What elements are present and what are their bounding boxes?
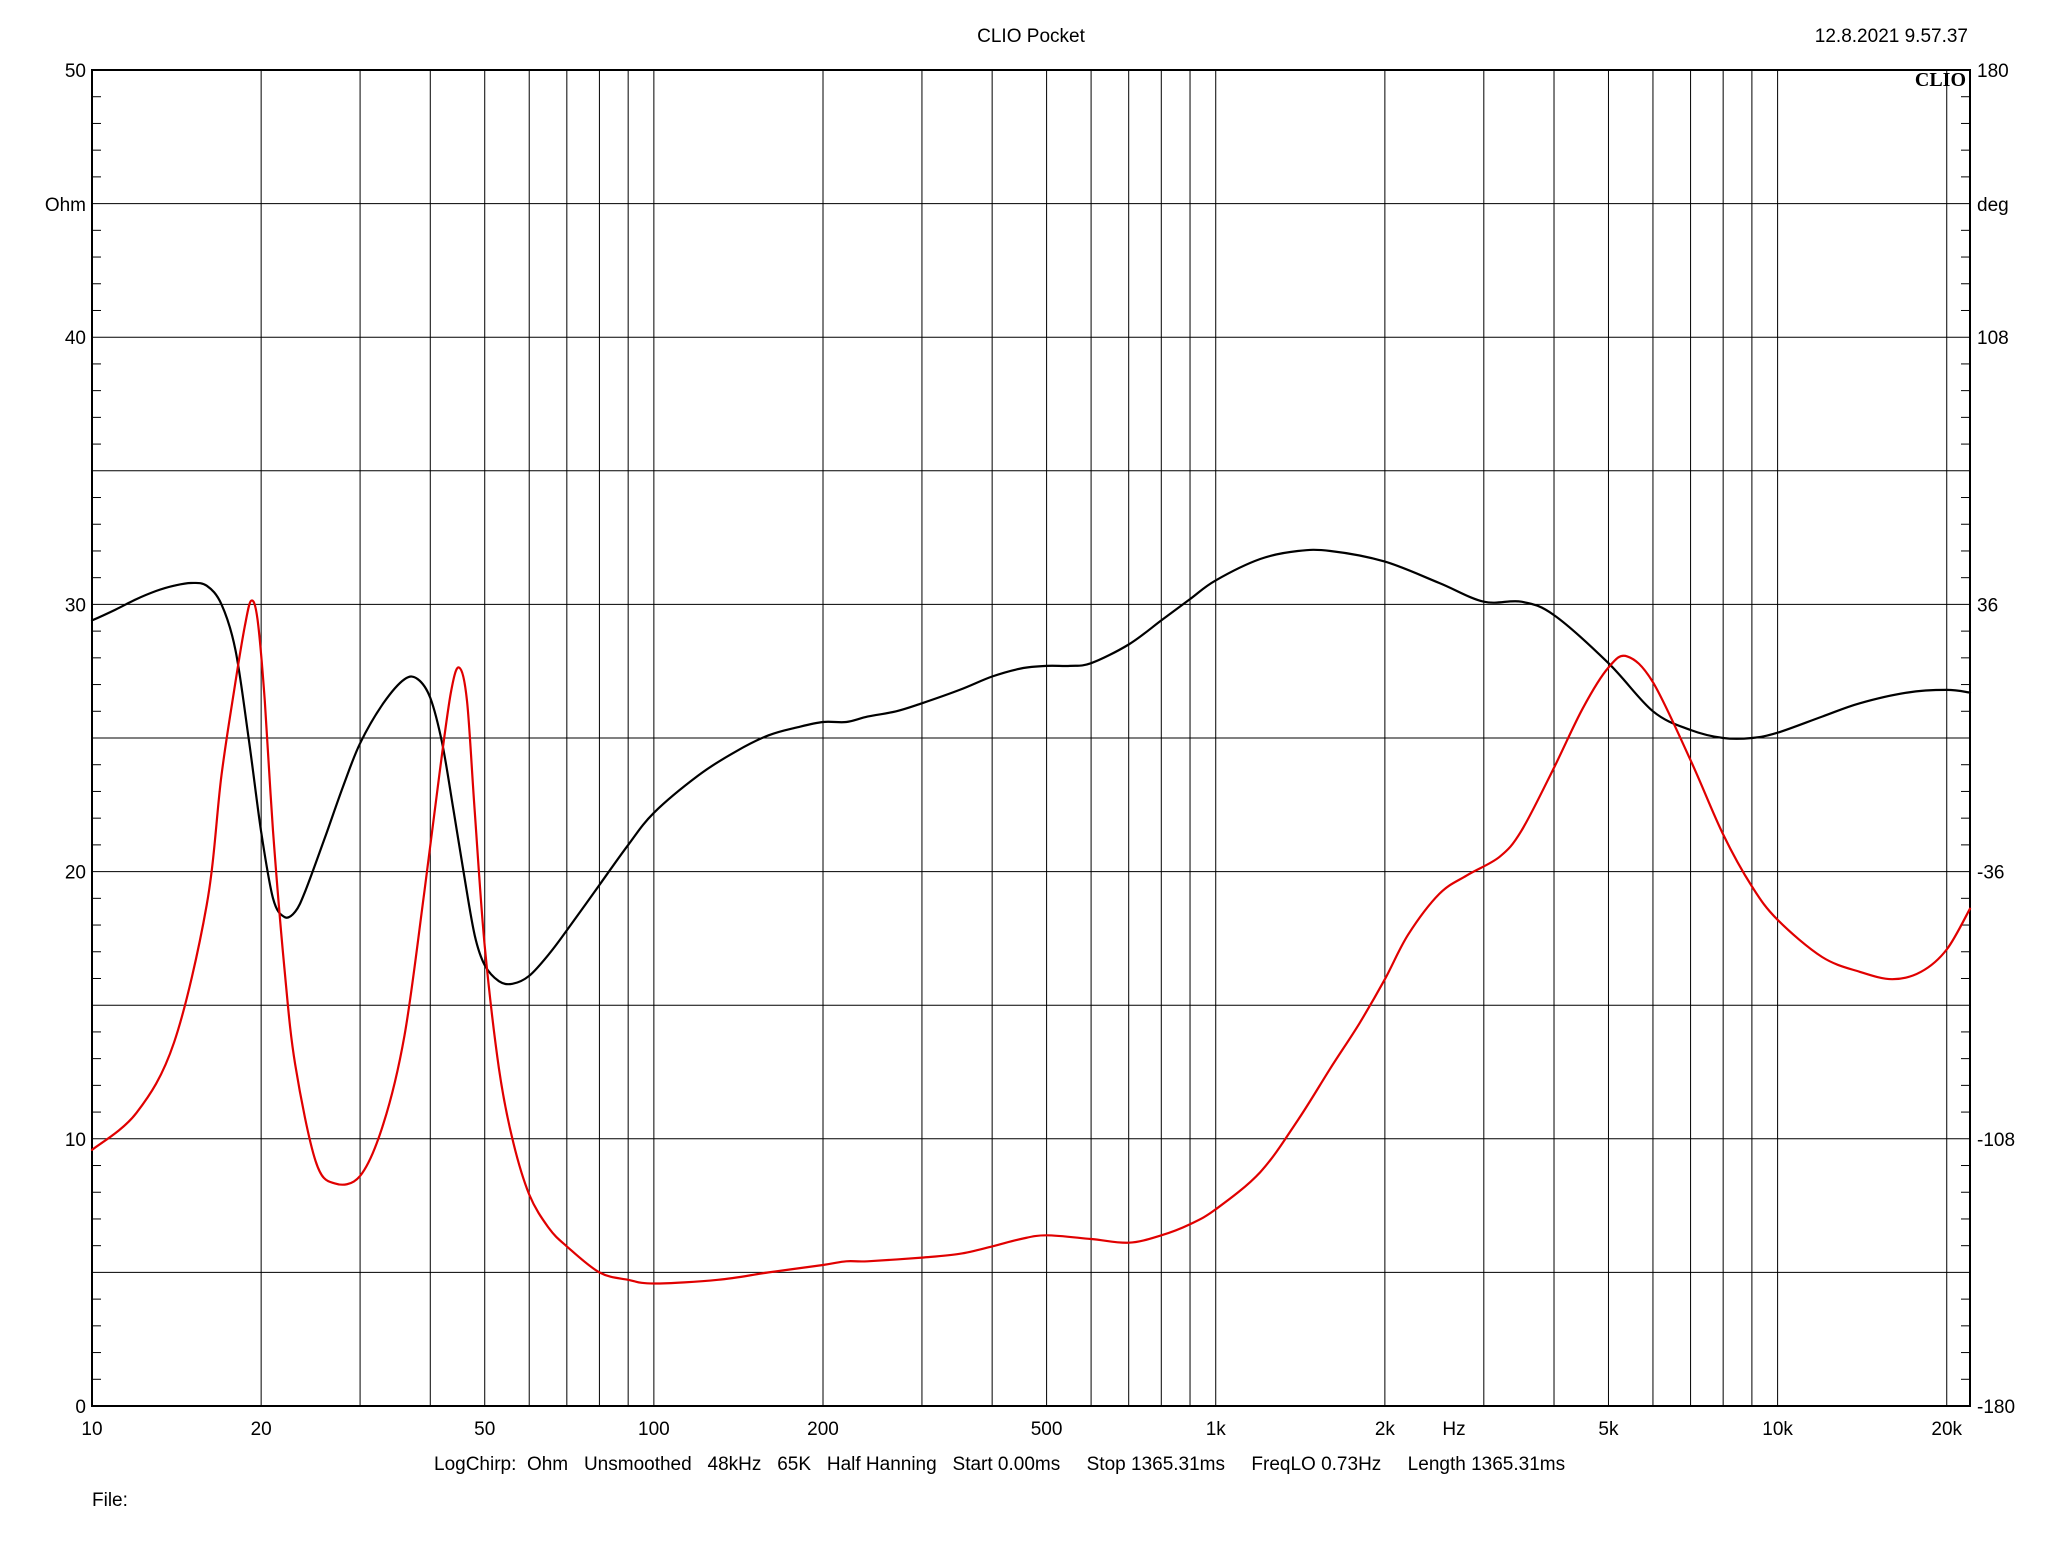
file-label: File:: [92, 1490, 128, 1511]
x-tick-label: 5k: [1598, 1419, 1619, 1440]
timestamp: 12.8.2021 9.57.37: [1815, 26, 1968, 47]
left-y-tick-label: 10: [65, 1130, 86, 1151]
left-y-tick-label: 0: [75, 1397, 86, 1418]
clio-logo: CLIO: [1915, 69, 1966, 91]
right-axis-unit: deg: [1977, 195, 2009, 216]
x-tick-label: 1k: [1206, 1419, 1227, 1440]
tick-marks: [92, 96, 1970, 1380]
left-y-tick-label: 20: [65, 863, 86, 884]
right-y-tick-label: 36: [1977, 595, 1998, 616]
x-tick-label: 100: [638, 1419, 670, 1440]
chart-title: CLIO Pocket: [977, 26, 1085, 47]
x-tick-label: 20k: [1931, 1419, 1962, 1440]
x-tick-label: 200: [807, 1419, 839, 1440]
left-y-tick-label: 50: [65, 61, 86, 82]
plot-frame: [91, 69, 1971, 1407]
x-tick-label: 20: [251, 1419, 272, 1440]
left-y-tick-label: 40: [65, 328, 86, 349]
impedance-curve: [90, 548, 1972, 986]
left-y-tick-label: 30: [65, 595, 86, 616]
tick-labels: 10 20 50 100 200 500 1k 2k 5k 10k 20k01020304050-1…: [65, 61, 2015, 1440]
right-y-tick-label: -108: [1977, 1130, 2015, 1151]
measurement-settings: LogChirp: Ohm Unsmoothed 48kHz 65K Half …: [434, 1454, 1565, 1475]
x-tick-label: 500: [1031, 1419, 1063, 1440]
x-tick-label: 2k: [1375, 1419, 1396, 1440]
right-y-tick-label: 180: [1977, 61, 2009, 82]
x-tick-label: 10k: [1762, 1419, 1793, 1440]
series-layer: [90, 548, 1972, 1285]
right-y-tick-label: -36: [1977, 863, 2004, 884]
phase-curve: [90, 599, 1972, 1285]
x-tick-label: 50: [474, 1419, 495, 1440]
x-tick-label: 10: [81, 1419, 102, 1440]
right-y-tick-label: 108: [1977, 328, 2009, 349]
x-axis-unit: Hz: [1442, 1419, 1465, 1440]
left-axis-unit: Ohm: [45, 195, 86, 216]
right-y-tick-label: -180: [1977, 1397, 2015, 1418]
